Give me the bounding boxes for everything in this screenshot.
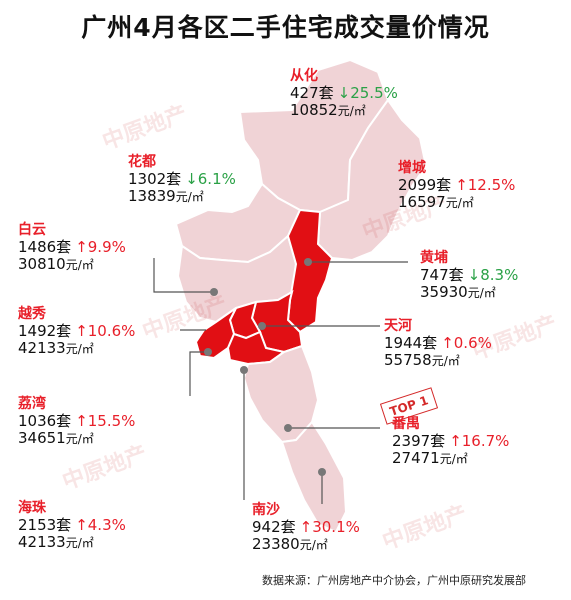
label-nansha: 南沙 942套 ↑30.1% 23380元/㎡ [252,502,360,554]
volume: 1492套 [18,322,72,340]
price: 55758 [384,351,432,369]
percent-change: 4.3% [87,516,126,534]
trend-arrow: ↑ [75,238,88,256]
label-liwan: 荔湾 1036套 ↑15.5% 34651元/㎡ [18,396,135,448]
district-name: 从化 [290,68,318,84]
district-name: 海珠 [18,500,46,516]
district-haizhu [226,330,287,366]
price-unit: 元/㎡ [431,354,460,368]
trend-arrow: ↑ [299,518,313,536]
price: 13839 [128,187,176,205]
price: 10852 [290,101,338,119]
label-yuexiu: 越秀 1492套 ↑10.6% 42133元/㎡ [18,306,135,358]
label-zengcheng: 增城 2099套 ↑12.5% 16597元/㎡ [398,160,515,212]
trend-arrow: ↑ [455,176,468,194]
data-source-note: 数据来源：广州房地产中介协会，广州中原研究发展部 [262,574,526,587]
price-unit: 元/㎡ [337,104,366,118]
price-unit: 元/㎡ [65,432,94,446]
trend-arrow: ↓ [467,266,481,284]
price: 30810 [18,255,66,273]
price: 42133 [18,533,66,551]
district-name: 黄埔 [420,250,448,266]
volume: 1486套 [18,238,72,256]
price-unit: 元/㎡ [65,536,94,550]
district-liwan [194,307,237,360]
label-conghua: 从化 427套 ↓25.5% 10852元/㎡ [290,68,398,120]
trend-arrow: ↑ [449,432,462,450]
price-unit: 元/㎡ [65,258,94,272]
price-unit: 元/㎡ [299,538,328,552]
volume: 1944套 [384,334,438,352]
volume: 942套 [252,518,296,536]
district-name: 南沙 [252,502,280,518]
district-name: 增城 [398,160,426,176]
price: 35930 [420,283,468,301]
price: 23380 [252,535,300,553]
trend-arrow: ↓ [185,170,198,188]
percent-change: 6.1% [197,170,236,188]
district-name: 番禺 [392,416,420,432]
percent-change: 25.5% [350,84,398,102]
price-unit: 元/㎡ [467,286,496,300]
district-name: 越秀 [18,306,46,322]
percent-change: 8.3% [480,266,519,284]
district-name: 白云 [18,222,46,238]
volume: 747套 [420,266,464,284]
volume: 427套 [290,84,334,102]
volume: 2397套 [392,432,446,450]
trend-arrow: ↑ [441,334,454,352]
percent-change: 0.6% [453,334,492,352]
price: 34651 [18,429,66,447]
price-unit: 元/㎡ [445,196,474,210]
volume: 1036套 [18,412,72,430]
label-baiyun: 白云 1486套 ↑9.9% 30810元/㎡ [18,222,126,274]
volume: 1302套 [128,170,182,188]
label-huadu: 花都 1302套 ↓6.1% 13839元/㎡ [128,154,236,206]
percent-change: 9.9% [87,238,126,256]
label-tianhe: 天河 1944套 ↑0.6% 55758元/㎡ [384,318,492,370]
trend-arrow: ↑ [75,412,88,430]
price-unit: 元/㎡ [439,452,468,466]
percent-change: 16.7% [461,432,510,450]
trend-arrow: ↓ [337,84,351,102]
label-panyu: 番禺 2397套 ↑16.7% 27471元/㎡ [392,416,509,468]
price-unit: 元/㎡ [175,190,204,204]
price: 16597 [398,193,446,211]
percent-change: 10.6% [87,322,136,340]
label-haizhu: 海珠 2153套 ↑4.3% 42133元/㎡ [18,500,126,552]
price: 42133 [18,339,66,357]
price: 27471 [392,449,440,467]
district-name: 花都 [128,154,156,170]
trend-arrow: ↑ [75,322,88,340]
district-name: 天河 [384,318,412,334]
map-title: 广州4月各区二手住宅成交量价情况 [81,13,490,42]
district-name: 荔湾 [18,396,46,412]
volume: 2099套 [398,176,452,194]
percent-change: 12.5% [467,176,516,194]
trend-arrow: ↑ [75,516,88,534]
label-huangpu: 黄埔 747套 ↓8.3% 35930元/㎡ [420,250,518,302]
percent-change: 15.5% [87,412,136,430]
price-unit: 元/㎡ [65,342,94,356]
percent-change: 30.1% [312,518,360,536]
volume: 2153套 [18,516,72,534]
